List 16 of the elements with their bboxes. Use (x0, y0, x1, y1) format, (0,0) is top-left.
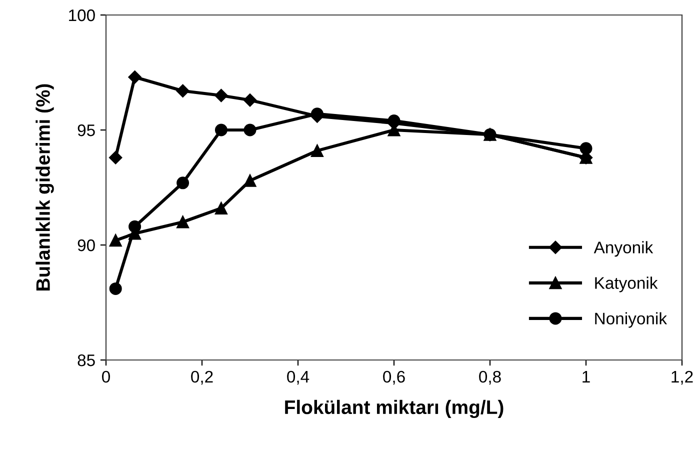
y-axis-title: Bulanıklık giderimi (%) (36, 84, 54, 290)
x-tick-label: 0,8 (479, 370, 501, 385)
legend-label: Katyonik (595, 276, 658, 292)
x-tick-label: 0,6 (383, 370, 405, 385)
x-tick-label: 1 (582, 371, 590, 382)
x-tick-label: 0,4 (287, 370, 310, 385)
legend-label: Noniyonik (595, 312, 668, 328)
legend-label: Anyonik (594, 241, 654, 257)
x-tick-label: 0,2 (191, 370, 213, 385)
x-tick-label: 1,2 (672, 370, 693, 385)
y-tick-label: 95 (78, 124, 95, 136)
y-tick-label: 100 (69, 9, 95, 22)
y-tick-label: 85 (78, 354, 95, 366)
x-axis-title: Flokülant miktarı (mg/L) (285, 400, 504, 418)
y-tick-label: 90 (78, 239, 95, 252)
x-tick-label: 0 (102, 370, 110, 383)
